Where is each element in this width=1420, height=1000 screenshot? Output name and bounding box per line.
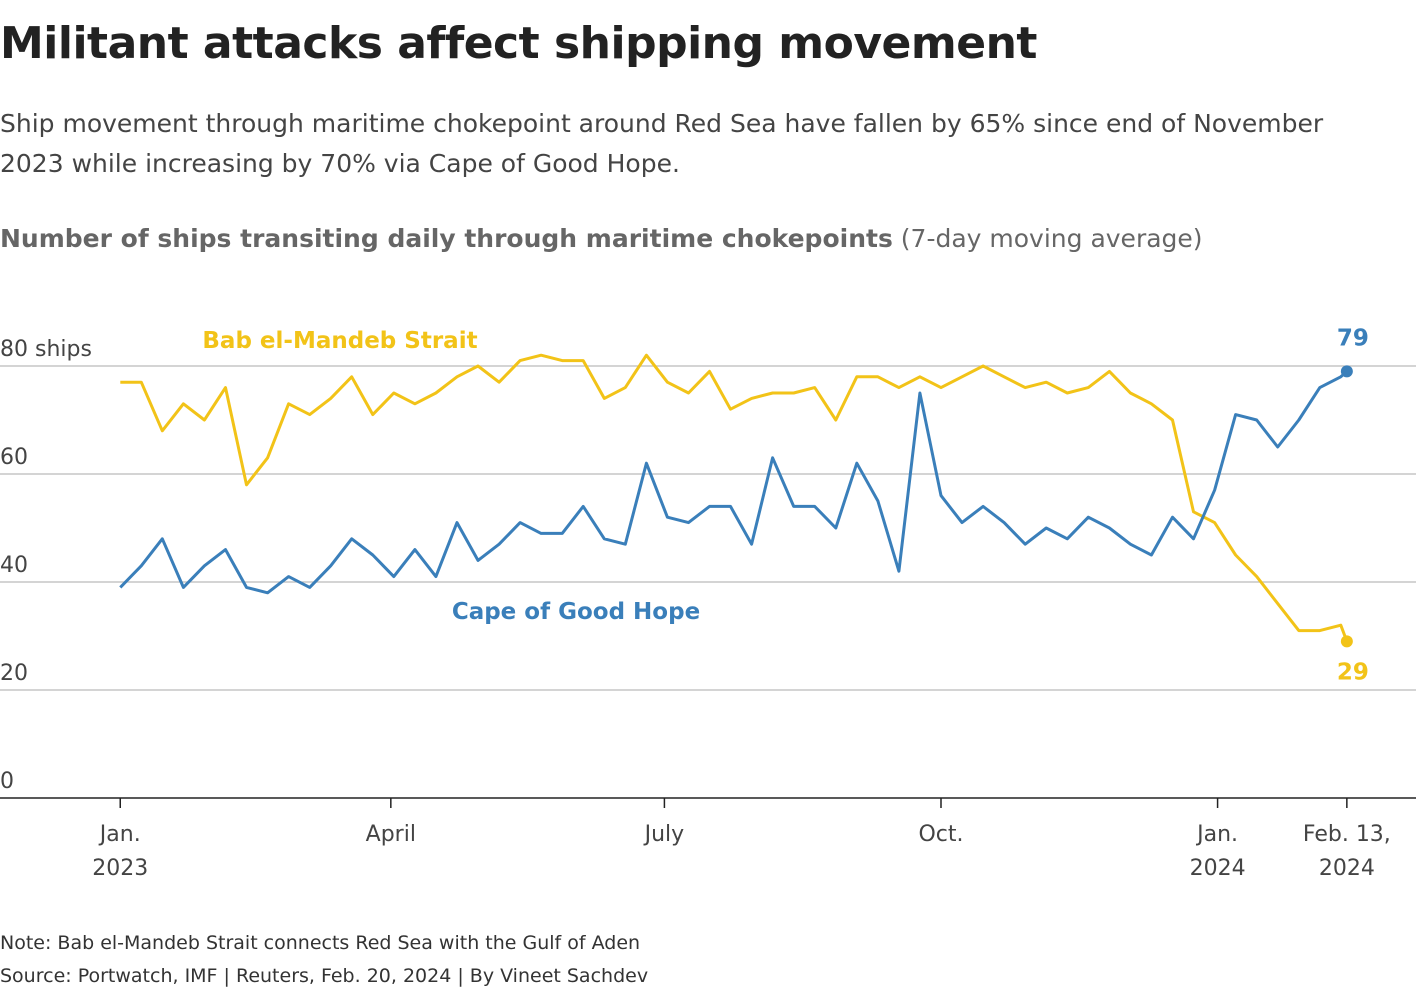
end-dot (1340, 635, 1353, 648)
x-tick-label: Jan. 2023 (92, 822, 149, 881)
chart-heading-main: Number of ships transiting daily through… (0, 224, 893, 253)
end-value-label: 79 (1337, 325, 1369, 351)
chart-heading: Number of ships transiting daily through… (0, 224, 1203, 253)
x-tick-label: July (644, 822, 685, 847)
end-dot (1340, 365, 1353, 378)
y-tick-label: 60 (0, 445, 28, 470)
x-tick-label: April (365, 822, 416, 847)
end-value-label: 29 (1337, 659, 1369, 685)
x-tick-label: Oct. (918, 822, 964, 847)
y-tick-label: 40 (0, 553, 28, 578)
line-series (120, 353, 1349, 642)
source: Source: Portwatch, IMF | Reuters, Feb. 2… (0, 965, 649, 987)
chart-title: Militant attacks affect shipping movemen… (0, 18, 1037, 69)
y-tick-label: 20 (0, 661, 28, 686)
series-label: Bab el-Mandeb Strait (202, 328, 477, 354)
y-tick-label: 0 (0, 769, 14, 794)
x-tick-label: Jan. 2024 (1189, 822, 1246, 881)
note: Note: Bab el-Mandeb Strait connects Red … (0, 932, 641, 954)
chart-heading-unit: (7-day moving average) (900, 224, 1203, 253)
y-tick-label: 80 ships (0, 337, 92, 362)
chart-subtitle: Ship movement through maritime chokepoin… (0, 109, 1324, 178)
series-label: Cape of Good Hope (452, 599, 700, 625)
line-series (119, 370, 1348, 595)
x-tick-label: Feb. 13, 2024 (1302, 822, 1391, 881)
